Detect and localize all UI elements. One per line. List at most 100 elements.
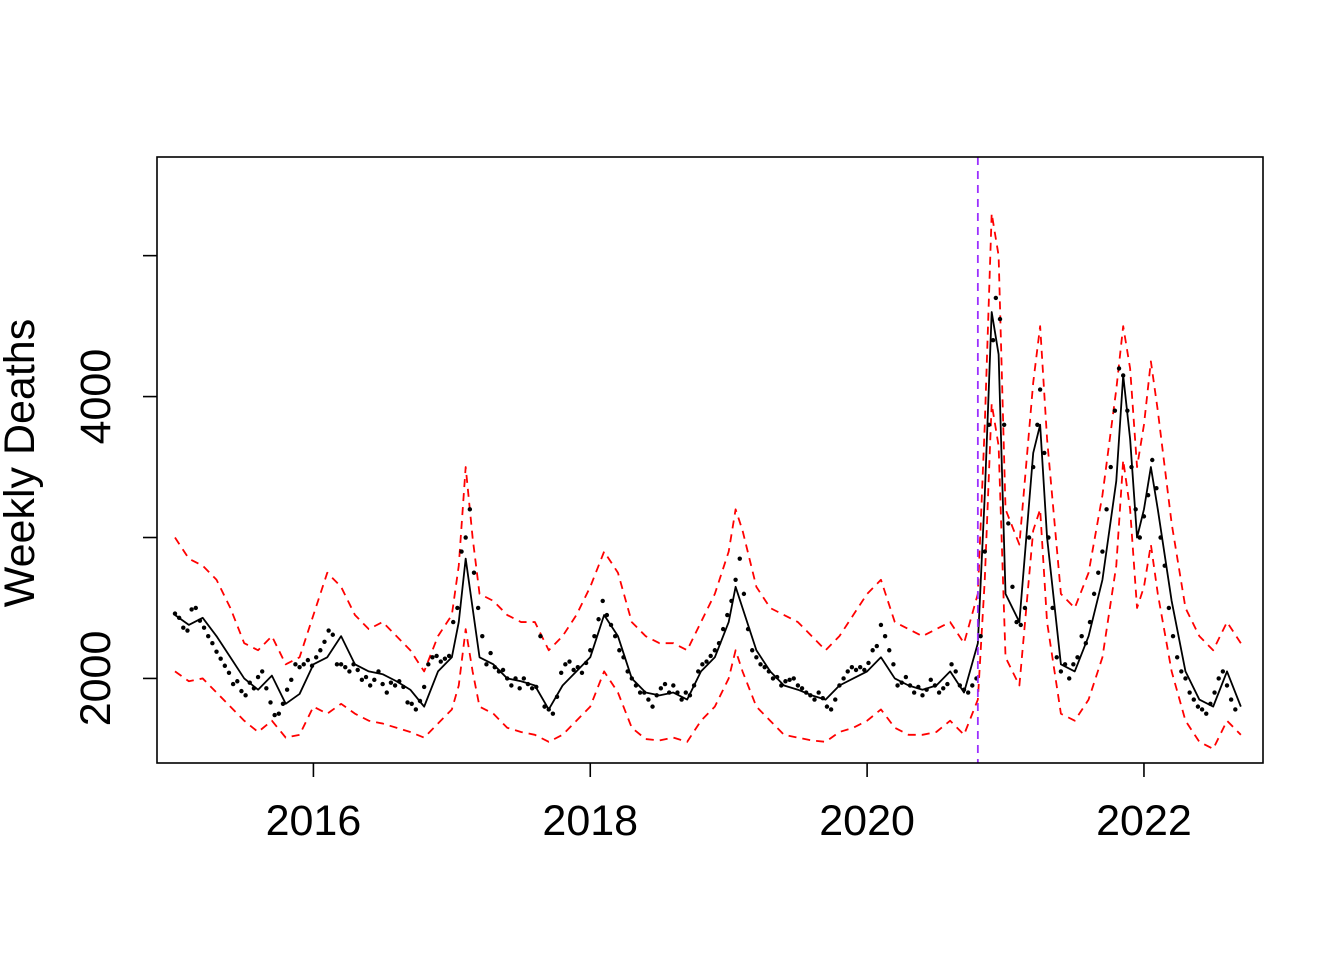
data-point bbox=[857, 664, 863, 670]
data-point bbox=[629, 676, 634, 681]
data-point bbox=[1133, 507, 1138, 512]
data-point bbox=[388, 680, 394, 685]
data-point bbox=[1220, 669, 1226, 674]
data-point bbox=[255, 674, 261, 680]
data-point bbox=[1166, 605, 1172, 611]
data-point bbox=[1037, 387, 1043, 392]
data-point bbox=[554, 694, 560, 699]
data-point bbox=[181, 625, 186, 630]
data-point bbox=[666, 690, 672, 695]
data-point bbox=[1001, 422, 1007, 427]
y-tick-label: 4000 bbox=[72, 349, 120, 445]
data-point bbox=[779, 683, 784, 688]
data-point bbox=[405, 700, 410, 705]
series-observed bbox=[172, 295, 1238, 718]
data-point bbox=[853, 667, 859, 673]
data-point bbox=[1067, 676, 1072, 681]
data-point bbox=[1170, 633, 1176, 639]
data-point bbox=[588, 648, 593, 653]
data-point bbox=[430, 655, 435, 660]
data-point bbox=[812, 697, 817, 702]
data-point bbox=[1228, 697, 1234, 702]
data-point bbox=[1137, 535, 1143, 540]
data-point bbox=[1104, 507, 1109, 512]
data-point bbox=[928, 677, 933, 683]
data-point bbox=[625, 669, 630, 674]
data-point bbox=[1204, 711, 1209, 716]
data-point bbox=[700, 662, 705, 667]
data-point bbox=[986, 422, 992, 427]
data-point bbox=[201, 625, 207, 630]
data-point bbox=[808, 693, 813, 698]
data-point bbox=[459, 549, 464, 554]
data-point bbox=[206, 633, 211, 639]
data-point bbox=[920, 693, 925, 698]
data-point bbox=[471, 570, 477, 575]
data-point bbox=[949, 662, 954, 667]
data-point bbox=[596, 617, 601, 622]
x-axis: 2016 2018 2020 2022 bbox=[266, 763, 1192, 845]
data-point bbox=[716, 641, 722, 646]
data-point bbox=[1116, 366, 1122, 371]
data-point bbox=[642, 690, 647, 695]
data-point bbox=[633, 683, 639, 688]
data-point bbox=[417, 698, 423, 704]
data-point bbox=[833, 697, 838, 702]
data-point bbox=[637, 690, 643, 695]
data-point bbox=[608, 622, 614, 628]
data-point bbox=[932, 683, 938, 688]
data-point bbox=[646, 697, 651, 702]
data-point bbox=[567, 659, 572, 664]
data-point bbox=[874, 643, 879, 649]
data-point bbox=[708, 653, 713, 659]
data-point bbox=[679, 697, 684, 702]
data-point bbox=[1216, 676, 1221, 681]
data-point bbox=[617, 648, 622, 653]
data-point bbox=[363, 674, 369, 680]
data-point bbox=[704, 659, 709, 664]
data-point bbox=[534, 684, 539, 690]
data-point bbox=[243, 693, 248, 698]
data-point bbox=[766, 669, 772, 674]
data-point bbox=[675, 690, 680, 695]
data-point bbox=[1087, 619, 1093, 625]
data-point bbox=[1129, 464, 1134, 470]
data-point bbox=[671, 683, 676, 688]
data-point bbox=[691, 683, 697, 688]
data-point bbox=[870, 648, 875, 653]
data-point bbox=[579, 670, 585, 675]
data-point bbox=[1062, 662, 1068, 667]
data-point bbox=[1212, 690, 1217, 695]
data-point bbox=[542, 704, 547, 709]
data-point bbox=[687, 693, 693, 698]
data-point bbox=[330, 632, 335, 637]
data-point bbox=[725, 612, 730, 618]
data-point bbox=[583, 660, 589, 666]
data-point bbox=[828, 707, 834, 712]
data-point bbox=[970, 683, 975, 688]
data-point bbox=[837, 683, 842, 688]
data-point bbox=[172, 611, 178, 616]
data-point bbox=[351, 662, 356, 667]
data-point bbox=[376, 669, 381, 674]
data-point bbox=[816, 690, 821, 695]
data-point bbox=[820, 695, 826, 701]
data-point bbox=[720, 626, 726, 632]
data-point bbox=[1224, 683, 1230, 688]
data-point bbox=[260, 669, 265, 674]
data-point bbox=[737, 556, 742, 561]
data-point bbox=[355, 667, 360, 673]
data-point bbox=[214, 649, 219, 654]
data-point bbox=[845, 669, 850, 674]
data-point bbox=[758, 662, 763, 667]
data-point bbox=[849, 664, 855, 670]
data-point bbox=[575, 664, 581, 670]
data-point bbox=[911, 690, 917, 695]
data-point bbox=[496, 669, 502, 674]
data-point bbox=[993, 295, 999, 301]
data-point bbox=[463, 535, 468, 540]
data-point bbox=[662, 681, 668, 687]
y-tick-label: 2000 bbox=[72, 631, 120, 727]
data-point bbox=[1079, 633, 1084, 639]
